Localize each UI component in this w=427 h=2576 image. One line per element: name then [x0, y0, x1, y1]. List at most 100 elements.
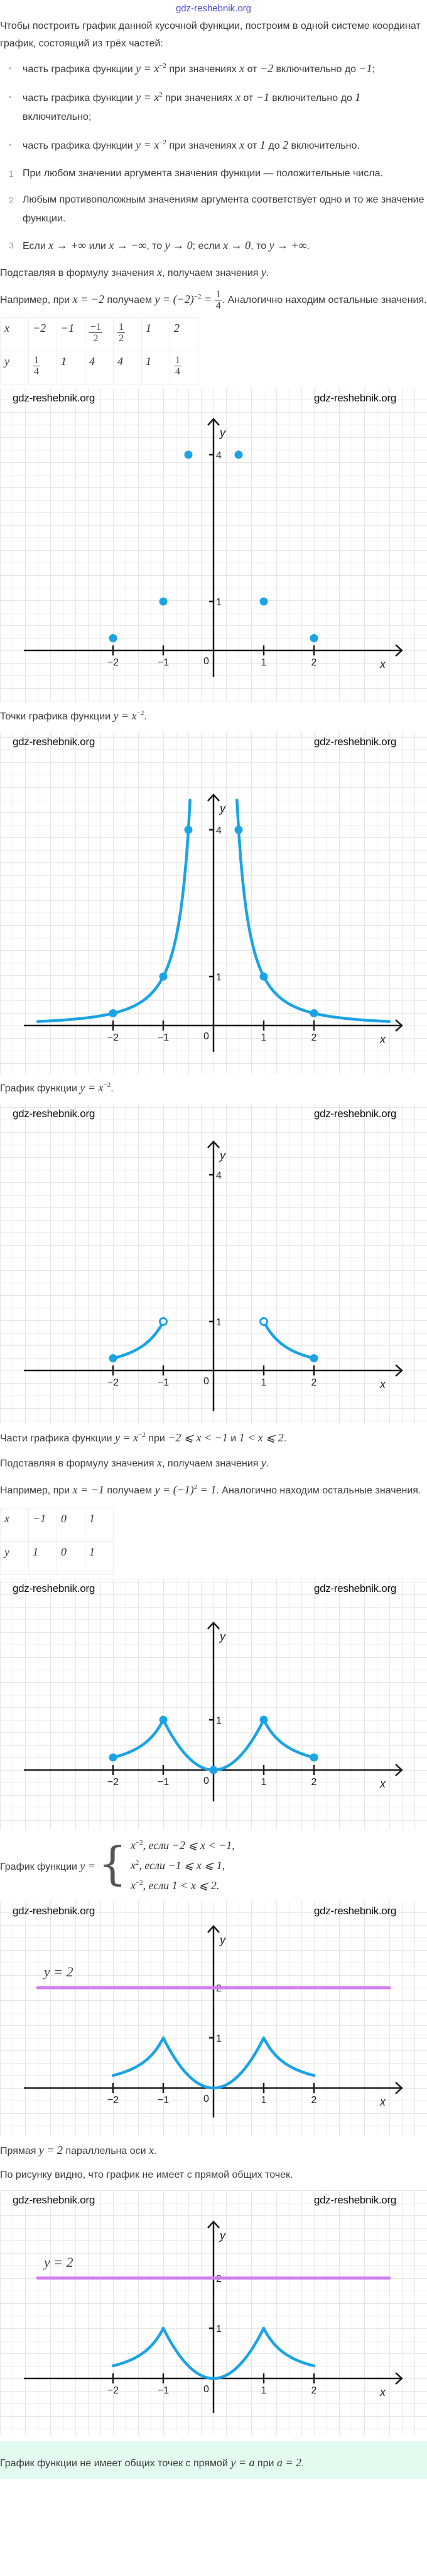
- math-expr: 1: [89, 1545, 95, 1558]
- math-expr: x → +∞: [48, 239, 86, 252]
- math-base: 1: [61, 355, 67, 368]
- math-expr: 1: [146, 355, 151, 368]
- data-point: [310, 1753, 318, 1762]
- math-base: −1: [359, 62, 372, 75]
- math-base: y: [4, 355, 9, 368]
- x-axis-label: x: [379, 1378, 386, 1391]
- part-item-2: часть графика функции y = x2 при значени…: [0, 88, 427, 127]
- table-cell: 1: [141, 317, 170, 352]
- text-run: при значениях: [166, 140, 240, 151]
- math-base: x: [157, 266, 163, 278]
- site-watermark-header[interactable]: gdz-reshebnik.org: [175, 3, 252, 14]
- piecewise-cases: x−2 , если −2 ⩽ x < −1, x2, если −1 ⩽ x ⩽…: [131, 1836, 235, 1896]
- y-tick-label: 4: [216, 1170, 222, 1181]
- x-tick-label: 2: [311, 1777, 317, 1788]
- answer-box: График функции не имеет общих точек с пр…: [0, 2441, 427, 2479]
- text-run: часть графика функции: [23, 140, 136, 151]
- math-base: 4: [89, 355, 95, 368]
- y-tick-label: 1: [216, 1715, 222, 1726]
- text-run: и: [227, 1433, 239, 1444]
- y-axis-label: y: [219, 1934, 226, 1946]
- substitute-text-1: Подставляя в формулу значения x, получае…: [0, 263, 427, 282]
- math-expr: −2: [33, 322, 46, 334]
- math-expr: 1: [146, 322, 151, 334]
- math-expr: , если −2 ⩽ x < −1,: [143, 1839, 235, 1852]
- math-expr: x = −2: [73, 293, 104, 305]
- text-run: от: [244, 64, 260, 75]
- data-point: [259, 1715, 268, 1724]
- x-tick-label: 1: [261, 1777, 267, 1788]
- math-expr: −1: [61, 322, 74, 334]
- math-base: 1: [89, 1545, 95, 1559]
- chart-with-line-2: yx0−2−11212y = 2gdz-reshebnik.orggdz-res…: [0, 2190, 427, 2436]
- text-run: параллельна оси: [63, 2146, 149, 2157]
- function-curve: [262, 1719, 316, 1759]
- x-tick-label: −1: [158, 2095, 169, 2106]
- text-run: ; если: [192, 241, 224, 252]
- x-axis-arrow-icon: [395, 1764, 403, 1777]
- text-run: . Аналогично находим остальные значения.: [216, 1485, 421, 1497]
- denominator: 2: [119, 333, 124, 344]
- text-run: .: [154, 2146, 157, 2157]
- x-tick-label: −1: [158, 657, 169, 668]
- math-expr: x = −1: [73, 1483, 104, 1496]
- math-expr: 1: [355, 91, 360, 103]
- function-curve: [161, 2327, 266, 2380]
- x-axis-label: x: [379, 1033, 386, 1046]
- chart-svg: yx0−2−11212y = 2: [24, 1925, 403, 2118]
- math-expr: 1: [260, 139, 266, 151]
- data-point: [209, 1766, 218, 1774]
- text-run: часть графика функции: [23, 93, 136, 103]
- data-point: [184, 825, 193, 834]
- math-base: x: [4, 322, 9, 335]
- math-base: 1: [355, 91, 361, 103]
- math-expr: y = x−2: [80, 1081, 111, 1094]
- values-table-2: x −1 0 1 y 1 0 1: [0, 1508, 114, 1576]
- math-base: y =: [80, 1859, 96, 1872]
- math-base: y = x: [136, 139, 159, 151]
- math-expr: y: [4, 355, 9, 368]
- math-base: 2: [283, 139, 289, 151]
- math-base: y → +∞: [269, 239, 307, 252]
- table-cell: x: [0, 317, 29, 352]
- math-base: y = 2: [38, 2144, 63, 2157]
- values-table-1: x −2 −1 −1 2 1 2 1 2 y 1 4 1 4 4 1 1 4: [0, 317, 198, 385]
- example-text-1: Например, при x = −2 получаем y = (−2)−2…: [0, 289, 427, 311]
- chart-with-line-1: yx0−2−11212y = 2gdz-reshebnik.orggdz-res…: [0, 1901, 427, 2137]
- y-tick-label: 4: [216, 825, 222, 836]
- chart-points: y x 0 −2 −1 1 2 1 4 gdz-reshebnik.org gdz-reshebni…: [0, 388, 427, 702]
- x-tick-label: 1: [261, 657, 267, 668]
- parts-list: часть графика функции y = x−2 при значен…: [0, 59, 427, 156]
- x-axis-arrow-icon: [395, 644, 403, 657]
- math-expr: = 1: [197, 1483, 217, 1496]
- math-base: , если −2 ⩽ x < −1,: [143, 1839, 235, 1852]
- table-cell: 1: [85, 1541, 114, 1576]
- math-expr: x−2: [131, 1879, 143, 1892]
- case-2: x2, если −1 ⩽ x ⩽ 1,: [131, 1856, 235, 1876]
- function-curve: [235, 798, 391, 1024]
- math-base: x → 0: [223, 239, 251, 252]
- table-cell: 0: [57, 1508, 85, 1542]
- watermark-label: gdz-reshebnik.org: [314, 2194, 396, 2207]
- horizontal-line-label: y = 2: [43, 2254, 73, 2270]
- x-axis-label: x: [379, 658, 386, 671]
- data-point: [259, 597, 268, 606]
- watermark-label: gdz-reshebnik.org: [13, 392, 95, 405]
- table-cell: −2: [28, 317, 57, 352]
- x-axis-arrow-icon: [395, 2372, 403, 2385]
- math-base: x: [235, 91, 241, 103]
- data-point: [109, 1354, 117, 1363]
- math-expr: =: [201, 293, 214, 305]
- y-axis-label: y: [219, 1149, 226, 1162]
- x-tick-label: −2: [107, 657, 119, 668]
- data-point: [159, 972, 168, 981]
- math-base: y: [261, 1456, 266, 1470]
- exponent: 2: [193, 1483, 198, 1492]
- property-item-3: 3 Если x → +∞ или x → −∞, то y → 0; если …: [0, 236, 427, 256]
- math-base: x: [239, 62, 245, 75]
- x-tick-label: 2: [311, 657, 317, 668]
- origin-label: 0: [203, 1031, 209, 1042]
- math-expr: 2: [174, 322, 180, 334]
- caption-3: Части графика функции y = x−2 при −2 ⩽ x…: [0, 1429, 427, 1448]
